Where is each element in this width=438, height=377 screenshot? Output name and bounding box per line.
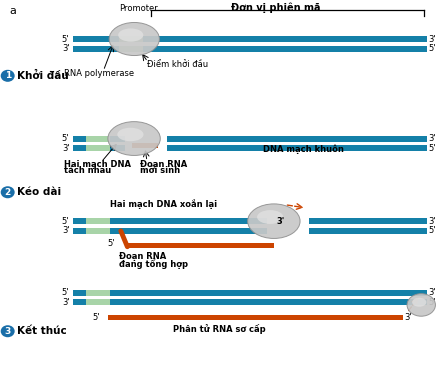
FancyBboxPatch shape <box>86 145 110 151</box>
Text: Khởi đầu: Khởi đầu <box>17 71 69 81</box>
FancyBboxPatch shape <box>73 290 426 296</box>
FancyBboxPatch shape <box>166 145 426 151</box>
Text: đang tổng hợp: đang tổng hợp <box>118 258 187 269</box>
Text: 1: 1 <box>4 71 11 80</box>
Text: Phân tử RNA sơ cấp: Phân tử RNA sơ cấp <box>173 323 265 334</box>
FancyBboxPatch shape <box>73 218 267 224</box>
Text: mới sinh: mới sinh <box>140 166 180 175</box>
FancyBboxPatch shape <box>86 136 110 141</box>
Circle shape <box>1 325 14 337</box>
Text: 5': 5' <box>428 44 435 53</box>
FancyBboxPatch shape <box>86 218 110 224</box>
Text: 5': 5' <box>107 239 115 248</box>
FancyBboxPatch shape <box>73 36 426 42</box>
Text: tách nhau: tách nhau <box>64 166 111 175</box>
FancyBboxPatch shape <box>131 143 158 147</box>
Text: Kéo dài: Kéo dài <box>17 187 61 197</box>
Text: 5': 5' <box>62 35 69 43</box>
FancyBboxPatch shape <box>308 228 426 234</box>
Text: Hai mạch DNA: Hai mạch DNA <box>64 159 131 169</box>
Text: 5': 5' <box>62 288 69 297</box>
Ellipse shape <box>411 298 425 307</box>
Circle shape <box>1 186 14 198</box>
Text: 3': 3' <box>404 313 411 322</box>
FancyBboxPatch shape <box>107 315 402 320</box>
Text: 5': 5' <box>428 227 435 236</box>
Text: 2: 2 <box>4 188 11 197</box>
Ellipse shape <box>406 294 434 316</box>
Ellipse shape <box>118 28 143 41</box>
Text: 5': 5' <box>62 134 69 143</box>
Ellipse shape <box>247 204 300 239</box>
FancyBboxPatch shape <box>73 46 426 52</box>
FancyBboxPatch shape <box>118 36 142 42</box>
FancyBboxPatch shape <box>86 228 110 234</box>
Text: 5': 5' <box>428 144 435 153</box>
Text: 3': 3' <box>428 217 435 226</box>
Text: 3: 3 <box>4 327 11 336</box>
Text: a: a <box>9 6 16 16</box>
Ellipse shape <box>109 23 159 55</box>
Text: 3': 3' <box>428 134 435 143</box>
Text: 3': 3' <box>428 35 435 43</box>
FancyBboxPatch shape <box>73 299 426 305</box>
FancyBboxPatch shape <box>73 145 125 151</box>
FancyBboxPatch shape <box>86 290 110 296</box>
Text: 3': 3' <box>62 298 69 307</box>
Text: Kết thúc: Kết thúc <box>17 326 67 336</box>
FancyBboxPatch shape <box>166 136 426 141</box>
Text: Điểm khởi đầu: Điểm khởi đầu <box>147 60 208 69</box>
FancyBboxPatch shape <box>308 218 426 224</box>
Text: 5': 5' <box>62 217 69 226</box>
FancyBboxPatch shape <box>118 46 142 52</box>
Text: Hai mạch DNA xoắn lại: Hai mạch DNA xoắn lại <box>110 199 216 208</box>
Text: 3': 3' <box>62 44 69 53</box>
Text: Đoạn RNA: Đoạn RNA <box>118 252 166 261</box>
FancyBboxPatch shape <box>127 243 273 248</box>
Text: 3': 3' <box>428 288 435 297</box>
Text: Đoạn RNA: Đoạn RNA <box>140 159 187 169</box>
Text: Promoter: Promoter <box>119 4 157 13</box>
Text: 3': 3' <box>62 227 69 236</box>
Ellipse shape <box>117 128 143 141</box>
Ellipse shape <box>108 122 160 155</box>
FancyBboxPatch shape <box>86 299 110 305</box>
Circle shape <box>1 70 14 82</box>
Text: Đơn vị phiên mã: Đơn vị phiên mã <box>230 3 320 14</box>
Text: 3': 3' <box>276 217 284 226</box>
Ellipse shape <box>257 210 283 224</box>
FancyBboxPatch shape <box>73 228 267 234</box>
FancyBboxPatch shape <box>73 136 125 141</box>
Text: 5': 5' <box>92 313 100 322</box>
Text: 3': 3' <box>62 144 69 153</box>
Text: RNA polymerase: RNA polymerase <box>64 69 134 78</box>
Text: 5': 5' <box>428 298 435 307</box>
Text: DNA mạch khuôn: DNA mạch khuôn <box>262 144 343 154</box>
